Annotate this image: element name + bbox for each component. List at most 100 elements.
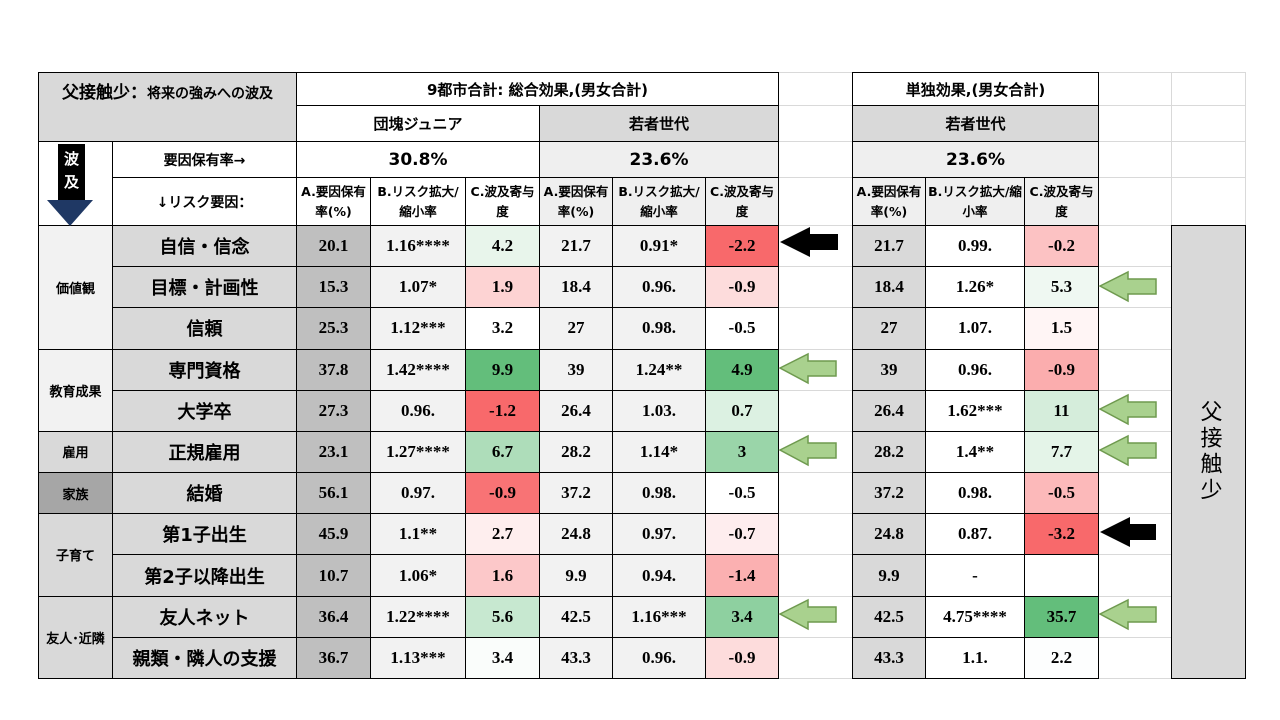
rate-value: 23.6% — [852, 141, 1099, 178]
value-cell: 0.98. — [612, 472, 706, 515]
generation-header: 若者世代 — [539, 105, 779, 142]
value-cell: 11 — [1024, 389, 1099, 432]
value-cell: 4.75**** — [925, 595, 1025, 638]
column-header: A.要因保有率(%) — [539, 177, 613, 226]
value-cell: 23.1 — [296, 430, 371, 474]
value-cell: 3.4 — [705, 595, 779, 638]
value-cell: 1.9 — [465, 266, 540, 309]
title-text: 父接触少： — [62, 83, 147, 103]
value-cell: 1.07. — [925, 307, 1025, 350]
rate-label: 要因保有率→ — [112, 141, 297, 178]
grid-cell — [778, 513, 853, 556]
value-cell: -0.5 — [1024, 472, 1099, 515]
grid-cell — [1098, 554, 1172, 597]
value-cell: 1.62*** — [925, 389, 1025, 432]
green-arrow — [778, 270, 1157, 631]
grid-cell — [1098, 105, 1172, 142]
value-cell: 21.7 — [852, 225, 926, 268]
grid-cell — [1098, 141, 1172, 178]
generation-header: 団塊ジュニア — [296, 105, 540, 142]
value-cell: 18.4 — [539, 266, 613, 309]
value-cell: 3.4 — [465, 636, 540, 679]
value-cell: 10.7 — [296, 554, 371, 597]
column-header: A.要因保有率(%) — [296, 177, 371, 226]
value-cell: 1.42**** — [370, 348, 466, 391]
section-header: 9都市合計: 総合効果,(男女合計) — [296, 72, 779, 106]
factor-label: 目標・計画性 — [112, 266, 297, 309]
value-cell: -0.9 — [1024, 348, 1099, 391]
value-cell: 1.13*** — [370, 636, 466, 679]
down-arrow — [47, 200, 93, 226]
grid-cell — [1098, 177, 1172, 226]
value-cell: 1.27**** — [370, 430, 466, 474]
factor-label: 自信・信念 — [112, 225, 297, 268]
factor-label: 専門資格 — [112, 348, 297, 391]
risk-label: ↓リスク要因： — [112, 177, 297, 226]
value-cell: -1.2 — [465, 389, 540, 432]
value-cell: 1.16**** — [370, 225, 466, 268]
rate-value: 23.6% — [539, 141, 779, 178]
value-cell: 1.16*** — [612, 595, 706, 638]
group-label: 子育て — [38, 513, 113, 597]
value-cell: -1.4 — [705, 554, 779, 597]
generation-header: 若者世代 — [852, 105, 1099, 142]
value-cell: 20.1 — [296, 225, 371, 268]
value-cell: 6.7 — [465, 430, 540, 474]
value-cell: 0.98. — [612, 307, 706, 350]
value-cell: 0.97. — [612, 513, 706, 556]
value-cell: 37.2 — [852, 472, 926, 515]
title-text: 将来の強みへの波及 — [147, 86, 273, 102]
value-cell: 0.96. — [612, 266, 706, 309]
value-cell: 25.3 — [296, 307, 371, 350]
value-cell: 0.96. — [925, 348, 1025, 391]
value-cell: 26.4 — [852, 389, 926, 432]
grid-cell — [778, 72, 853, 106]
grid-cell — [778, 266, 853, 309]
value-cell: 5.3 — [1024, 266, 1099, 309]
side-label: 父接触少 — [1171, 225, 1246, 679]
grid-cell — [1171, 177, 1246, 226]
value-cell: 36.4 — [296, 595, 371, 638]
value-cell: 9.9 — [539, 554, 613, 597]
value-cell: 1.22**** — [370, 595, 466, 638]
value-cell: 5.6 — [465, 595, 540, 638]
value-cell: 7.7 — [1024, 430, 1099, 474]
value-cell: 18.4 — [852, 266, 926, 309]
column-header: C.波及寄与度 — [1024, 177, 1099, 226]
value-cell: 39 — [539, 348, 613, 391]
value-cell: -0.2 — [1024, 225, 1099, 268]
group-label: 友人･近隣 — [38, 595, 113, 679]
value-cell: 24.8 — [539, 513, 613, 556]
value-cell: 1.12*** — [370, 307, 466, 350]
value-cell: 1.24** — [612, 348, 706, 391]
column-header: B.リスク拡大/縮小率 — [925, 177, 1025, 226]
value-cell: 1.14* — [612, 430, 706, 474]
value-cell: 37.8 — [296, 348, 371, 391]
value-cell: 1.1. — [925, 636, 1025, 679]
factor-label: 第1子出生 — [112, 513, 297, 556]
factor-label: 親類・隣人の支援 — [112, 636, 297, 679]
arrow-label: 波及 — [58, 144, 85, 203]
value-cell: 0.7 — [705, 389, 779, 432]
value-cell: -2.2 — [705, 225, 779, 268]
value-cell: 24.8 — [852, 513, 926, 556]
grid-cell — [778, 105, 853, 142]
value-cell: 2.2 — [1024, 636, 1099, 679]
column-header: B.リスク拡大/縮小率 — [370, 177, 466, 226]
factor-label: 正規雇用 — [112, 430, 297, 474]
value-cell: 9.9 — [465, 348, 540, 391]
title-cell: 父接触少：将来の強みへの波及 — [38, 72, 297, 142]
group-label: 家族 — [38, 472, 113, 515]
value-cell: 35.7 — [1024, 595, 1099, 638]
group-label: 雇用 — [38, 430, 113, 474]
grid-cell — [1098, 225, 1172, 268]
value-cell: -0.9 — [705, 636, 779, 679]
black-arrow — [780, 227, 1156, 547]
section-header: 単独効果,(男女合計) — [852, 72, 1099, 106]
grid-cell — [1171, 105, 1246, 142]
value-cell: -3.2 — [1024, 513, 1099, 556]
value-cell: 1.6 — [465, 554, 540, 597]
value-cell: 1.03. — [612, 389, 706, 432]
value-cell: 0.99. — [925, 225, 1025, 268]
